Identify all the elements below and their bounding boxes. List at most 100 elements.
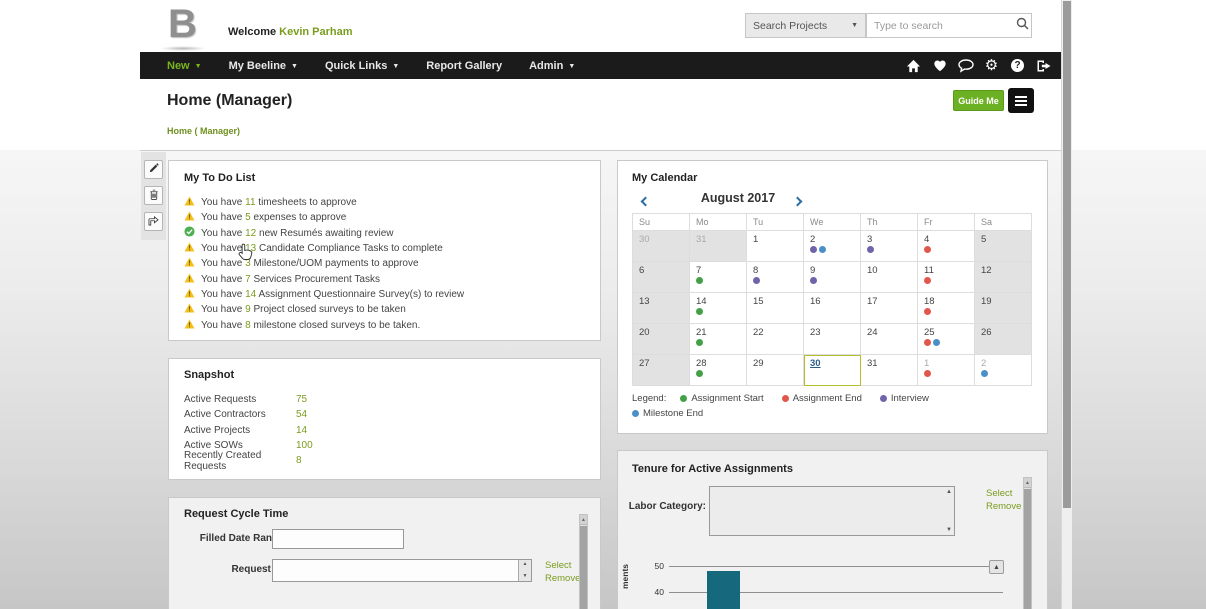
labor-category-listbox[interactable]: ▲ ▼ [709,486,955,536]
calendar-day[interactable]: 5 [975,231,1032,262]
calendar-day-number: 27 [639,358,650,369]
calendar-day[interactable]: 15 [747,293,804,324]
scrollbar-thumb[interactable] [580,526,587,609]
calendar-day[interactable]: 24 [861,324,918,355]
calendar-week-row: 20 21 22 23 24 25 26 [633,324,1032,355]
todo-item[interactable]: You have 12 new Resumés awaiting review [184,226,590,241]
request-id-spinner[interactable]: ▲ ▼ [518,560,531,581]
calendar-day-number: 25 [924,327,935,338]
share-widget-button[interactable] [144,212,163,231]
request-cycle-scrollbar[interactable]: ▲ [579,514,588,609]
labor-category-label: Labor Category: [628,501,706,512]
calendar-prev-button[interactable] [640,192,656,207]
todo-item[interactable]: You have 8 milestone closed surveys to b… [184,317,590,332]
request-id-remove-link[interactable]: Remove [545,573,581,584]
todo-item[interactable]: You have 3 Milestone/UOM payments to app… [184,256,590,271]
nav-item-report-gallery[interactable]: Report Gallery [426,60,502,72]
nav-item-new[interactable]: New ▼ [167,60,202,72]
filled-date-input[interactable] [272,529,404,549]
calendar-day[interactable]: 29 [747,355,804,386]
warning-icon [184,303,195,316]
calendar-day[interactable]: 19 [975,293,1032,324]
spinner-up-icon[interactable]: ▲ [522,561,528,567]
page-scrollbar[interactable] [1061,0,1072,609]
request-id-listbox[interactable]: ▲ ▼ [272,559,532,582]
search-icon[interactable] [1016,17,1029,35]
tenure-scrollbar[interactable]: ▲ [1023,477,1032,609]
page-menu-button[interactable] [1008,88,1034,113]
calendar-next-button[interactable] [792,192,808,207]
calendar-day[interactable]: 7 [690,262,747,293]
scroll-up-icon[interactable]: ▲ [580,515,587,525]
todo-item[interactable]: You have 11 timesheets to approve [184,195,590,210]
calendar-day[interactable]: 31 [861,355,918,386]
chat-icon[interactable] [957,57,974,74]
page-scrollbar-thumb[interactable] [1063,1,1071,508]
request-id-select-link[interactable]: Select [545,560,572,571]
calendar-day[interactable]: 23 [804,324,861,355]
calendar-day[interactable]: 31 [690,231,747,262]
calendar-day[interactable]: 17 [861,293,918,324]
calendar-day-today[interactable]: 30 [804,355,861,386]
todo-item[interactable]: You have 13 Candidate Compliance Tasks t… [184,241,590,256]
nav-item-quick-links[interactable]: Quick Links ▼ [325,60,399,72]
breadcrumb[interactable]: Home ( Manager) [167,126,241,136]
calendar-day[interactable]: 8 [747,262,804,293]
todo-item[interactable]: You have 9 Project closed surveys to be … [184,302,590,317]
guide-me-button[interactable]: Guide Me [953,90,1004,111]
tenure-bar[interactable] [707,571,740,609]
labor-category-remove-link[interactable]: Remove [986,501,1022,512]
scroll-up-icon[interactable]: ▲ [946,489,952,495]
calendar-day[interactable]: 11 [918,262,975,293]
calendar-day[interactable]: 22 [747,324,804,355]
nav-item-admin[interactable]: Admin ▼ [529,60,575,72]
calendar-day[interactable]: 27 [633,355,690,386]
calendar-day[interactable]: 28 [690,355,747,386]
beeline-logo[interactable]: B [168,2,197,46]
nav-item-my-beeline[interactable]: My Beeline ▼ [229,60,298,72]
gear-icon[interactable]: ⚙ [984,57,999,74]
scrollbar-thumb[interactable] [1024,489,1031,609]
calendar-day[interactable]: 20 [633,324,690,355]
calendar-day[interactable]: 26 [975,324,1032,355]
calendar-day[interactable]: 16 [804,293,861,324]
calendar-day[interactable]: 1 [918,355,975,386]
calendar-day[interactable]: 1 [747,231,804,262]
labor-category-select-link[interactable]: Select [986,488,1013,499]
calendar-day[interactable]: 3 [861,231,918,262]
heart-icon[interactable] [931,57,948,74]
todo-item[interactable]: You have 14 Assignment Questionnaire Sur… [184,287,590,302]
calendar-day[interactable]: 10 [861,262,918,293]
snapshot-value: 14 [296,424,308,436]
home-icon[interactable] [905,57,922,74]
logo-shadow [160,46,206,51]
scroll-up-icon[interactable]: ▲ [1024,478,1031,488]
calendar-day[interactable]: 30 [633,231,690,262]
help-icon[interactable]: ? [1009,57,1026,74]
calendar-day[interactable]: 18 [918,293,975,324]
calendar-day[interactable]: 12 [975,262,1032,293]
logout-icon[interactable] [1035,57,1052,74]
calendar-day[interactable]: 14 [690,293,747,324]
calendar-day[interactable]: 13 [633,293,690,324]
search-scope-dropdown[interactable]: Search Projects ▼ [745,13,866,38]
calendar-day[interactable]: 6 [633,262,690,293]
calendar-day[interactable]: 2 [804,231,861,262]
spinner-down-icon[interactable]: ▼ [522,573,528,579]
calendar-event-dots [924,277,931,284]
delete-widget-button[interactable] [144,186,163,205]
warning-icon [184,242,195,255]
calendar-day[interactable]: 21 [690,324,747,355]
chart-export-icon[interactable]: ▲ [989,560,1004,574]
calendar-day[interactable]: 9 [804,262,861,293]
todo-item[interactable]: You have 5 expenses to approve [184,210,590,225]
calendar-day[interactable]: 4 [918,231,975,262]
calendar-day-number: 2 [981,358,987,369]
calendar-event-dots [696,370,703,377]
todo-item[interactable]: You have 7 Services Procurement Tasks [184,271,590,286]
calendar-day[interactable]: 25 [918,324,975,355]
edit-widget-button[interactable] [144,160,163,179]
calendar-day[interactable]: 2 [975,355,1032,386]
search-input[interactable] [867,19,1016,32]
scroll-down-icon[interactable]: ▼ [946,527,952,533]
